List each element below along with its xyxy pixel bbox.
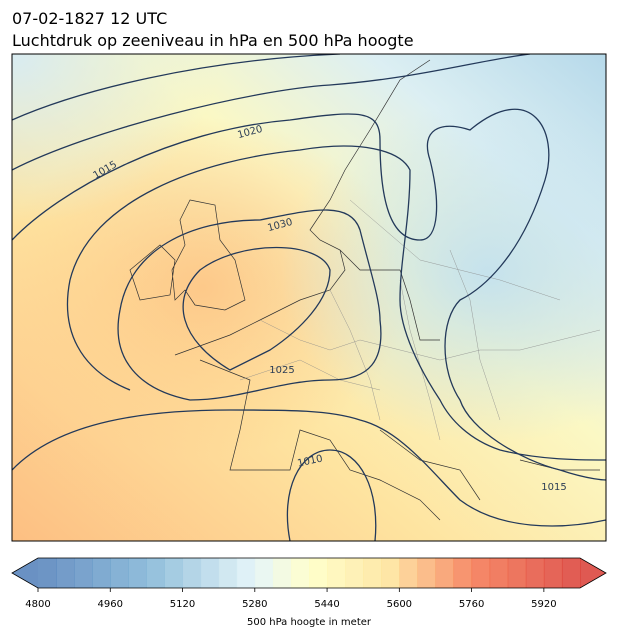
colorbar-band xyxy=(543,558,563,588)
colorbar-band xyxy=(56,558,75,588)
colorbar-extend-low xyxy=(12,558,38,588)
colorbar-tick-label: 5920 xyxy=(531,599,556,610)
isobar xyxy=(12,409,606,527)
colorbar-band xyxy=(381,558,400,588)
colorbar: 4800 4960 5120 5280 5440 5600 5760 5920 xyxy=(11,557,607,610)
colorbar-band xyxy=(309,558,328,588)
colorbar-band xyxy=(453,558,473,588)
colorbar-label: 500 hPa hoogte in meter xyxy=(247,617,372,628)
colorbar-band xyxy=(399,558,418,588)
colorbar-tick-label: 4960 xyxy=(98,599,123,610)
colorbar-band xyxy=(164,558,184,588)
colorbar-band xyxy=(254,558,274,588)
colorbar-band xyxy=(218,558,238,588)
contour-label: 1025 xyxy=(269,365,294,376)
isobar xyxy=(12,54,531,171)
colorbar-band xyxy=(363,558,382,588)
colorbar-band xyxy=(435,558,455,588)
isobar xyxy=(66,145,606,461)
isobar xyxy=(182,246,331,371)
contour-label: 1015 xyxy=(541,482,566,493)
colorbar-band xyxy=(74,558,93,588)
title: Luchtdruk op zeeniveau in hPa en 500 hPa… xyxy=(12,31,414,50)
colorbar-band xyxy=(489,558,509,588)
colorbar-band xyxy=(146,558,165,588)
colorbar-tick-label: 4800 xyxy=(25,599,50,610)
isobar xyxy=(12,54,341,121)
colorbar-band xyxy=(525,558,545,588)
colorbar-tick-label: 5440 xyxy=(314,599,339,610)
colorbar-band xyxy=(471,558,491,588)
colorbar-band xyxy=(182,558,202,588)
colorbar-band xyxy=(272,558,292,588)
colorbar-tick-label: 5120 xyxy=(170,599,195,610)
colorbar-band xyxy=(92,558,111,588)
colorbar-band xyxy=(345,558,364,588)
colorbar-tick-label: 5760 xyxy=(459,599,484,610)
colorbar-tick-label: 5600 xyxy=(387,599,412,610)
colorbar-band xyxy=(417,558,436,588)
colorbar-band xyxy=(200,558,220,588)
colorbar-band xyxy=(327,558,346,588)
contour-label: 1010 xyxy=(297,453,324,469)
isobar xyxy=(12,108,606,481)
colorbar-band xyxy=(290,558,310,588)
isobar xyxy=(117,209,382,401)
isobar xyxy=(286,449,377,541)
colorbar-tick-label: 5280 xyxy=(242,599,267,610)
colorbar-band xyxy=(110,558,129,588)
colorbar-band xyxy=(507,558,527,588)
field-corner xyxy=(12,54,606,541)
colorbar-outline xyxy=(11,557,607,589)
map xyxy=(12,54,606,541)
colorbar-band xyxy=(38,558,57,588)
coastline xyxy=(129,59,600,521)
colorbar-band xyxy=(236,558,256,588)
colorbar-band xyxy=(128,558,147,588)
colorbar-band xyxy=(561,558,581,588)
date: 07-02-1827 12 UTC xyxy=(12,9,167,28)
colorbar-extend-high xyxy=(580,558,606,588)
map-frame xyxy=(11,53,607,542)
